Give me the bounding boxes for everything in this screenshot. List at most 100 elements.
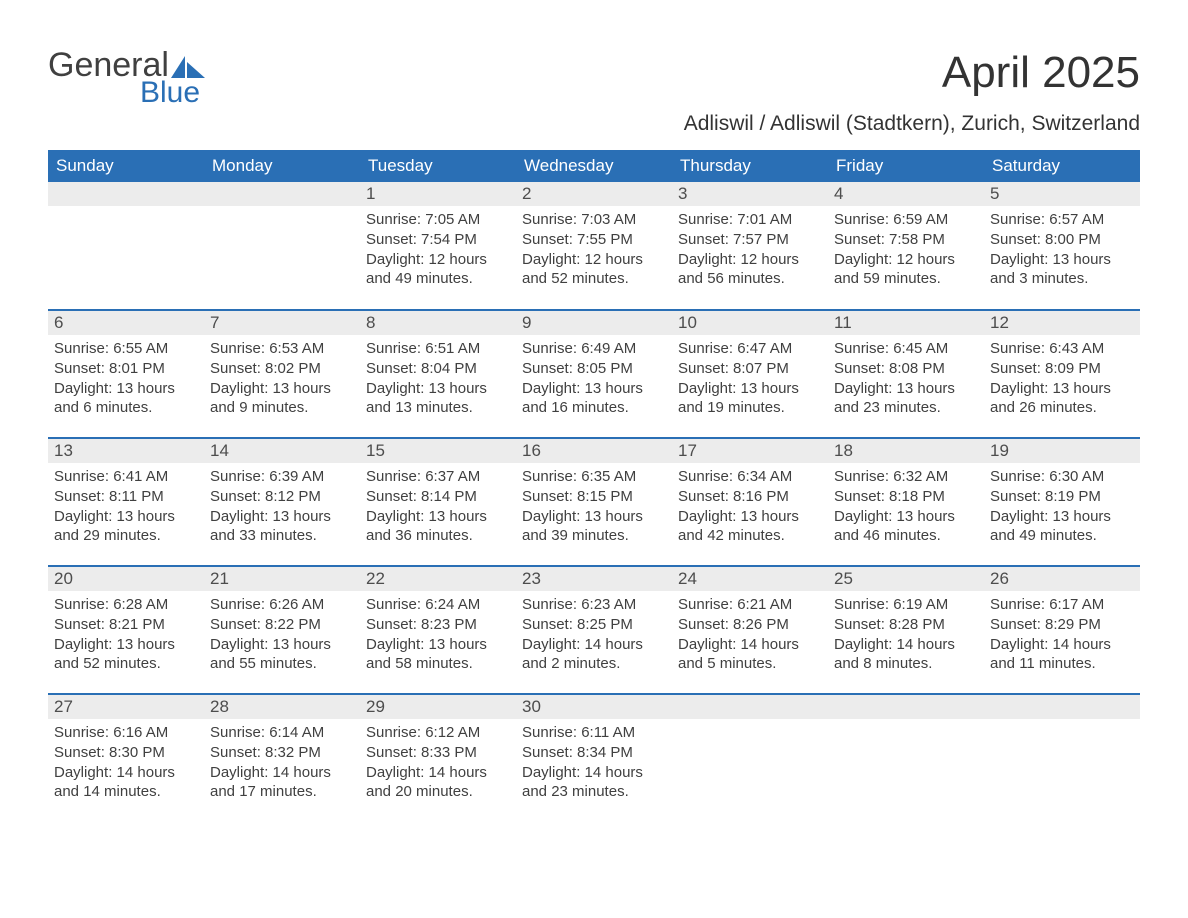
calendar-day-cell: 2Sunrise: 7:03 AMSunset: 7:55 PMDaylight… — [516, 182, 672, 310]
day-body: Sunrise: 7:01 AMSunset: 7:57 PMDaylight:… — [672, 206, 828, 297]
day-detail-line: Sunrise: 6:30 AM — [990, 467, 1134, 487]
day-detail-line: Sunrise: 6:51 AM — [366, 339, 510, 359]
day-number: 16 — [516, 439, 672, 463]
brand-logo: General Blue — [48, 48, 205, 108]
calendar-week: 20Sunrise: 6:28 AMSunset: 8:21 PMDayligh… — [48, 566, 1140, 694]
day-body: Sunrise: 6:57 AMSunset: 8:00 PMDaylight:… — [984, 206, 1140, 297]
day-detail-line: and 56 minutes. — [678, 269, 822, 289]
day-detail-line: Daylight: 13 hours — [210, 379, 354, 399]
title-block: April 2025 Adliswil / Adliswil (Stadtker… — [684, 48, 1140, 136]
day-number: 6 — [48, 311, 204, 335]
day-detail-line: Daylight: 13 hours — [834, 507, 978, 527]
day-detail-line: Daylight: 13 hours — [834, 379, 978, 399]
day-body: Sunrise: 7:03 AMSunset: 7:55 PMDaylight:… — [516, 206, 672, 297]
day-detail-line: and 5 minutes. — [678, 654, 822, 674]
calendar-header: SundayMondayTuesdayWednesdayThursdayFrid… — [48, 150, 1140, 182]
day-number: 13 — [48, 439, 204, 463]
day-detail-line: and 58 minutes. — [366, 654, 510, 674]
weekday-header: Wednesday — [516, 150, 672, 182]
day-number: 11 — [828, 311, 984, 335]
day-detail-line: Sunrise: 6:19 AM — [834, 595, 978, 615]
weekday-header: Sunday — [48, 150, 204, 182]
day-detail-line: Sunrise: 6:21 AM — [678, 595, 822, 615]
day-detail-line: and 16 minutes. — [522, 398, 666, 418]
day-detail-line: and 33 minutes. — [210, 526, 354, 546]
day-detail-line: Sunrise: 6:39 AM — [210, 467, 354, 487]
day-detail-line: Sunrise: 6:57 AM — [990, 210, 1134, 230]
day-detail-line: Sunset: 8:22 PM — [210, 615, 354, 635]
day-body — [672, 719, 828, 731]
day-detail-line: Sunrise: 6:32 AM — [834, 467, 978, 487]
calendar-day-cell: 9Sunrise: 6:49 AMSunset: 8:05 PMDaylight… — [516, 310, 672, 438]
day-number: 4 — [828, 182, 984, 206]
day-body: Sunrise: 6:24 AMSunset: 8:23 PMDaylight:… — [360, 591, 516, 682]
day-detail-line: Sunset: 8:12 PM — [210, 487, 354, 507]
day-body: Sunrise: 6:28 AMSunset: 8:21 PMDaylight:… — [48, 591, 204, 682]
day-number: 22 — [360, 567, 516, 591]
day-detail-line: Sunset: 8:30 PM — [54, 743, 198, 763]
day-detail-line: Sunrise: 6:23 AM — [522, 595, 666, 615]
day-detail-line: Daylight: 12 hours — [522, 250, 666, 270]
day-body: Sunrise: 6:49 AMSunset: 8:05 PMDaylight:… — [516, 335, 672, 426]
calendar-day-cell: 17Sunrise: 6:34 AMSunset: 8:16 PMDayligh… — [672, 438, 828, 566]
day-detail-line: Sunset: 8:11 PM — [54, 487, 198, 507]
day-detail-line: and 26 minutes. — [990, 398, 1134, 418]
day-detail-line: Sunset: 8:16 PM — [678, 487, 822, 507]
day-detail-line: Sunset: 8:09 PM — [990, 359, 1134, 379]
brand-word-blue: Blue — [140, 78, 205, 108]
day-body: Sunrise: 6:11 AMSunset: 8:34 PMDaylight:… — [516, 719, 672, 810]
day-detail-line: and 59 minutes. — [834, 269, 978, 289]
day-number — [672, 695, 828, 719]
calendar-week: 1Sunrise: 7:05 AMSunset: 7:54 PMDaylight… — [48, 182, 1140, 310]
day-detail-line: and 19 minutes. — [678, 398, 822, 418]
day-detail-line: Sunset: 8:14 PM — [366, 487, 510, 507]
month-title: April 2025 — [684, 48, 1140, 98]
day-body — [204, 206, 360, 218]
day-body — [48, 206, 204, 218]
day-detail-line: Sunrise: 6:37 AM — [366, 467, 510, 487]
calendar-day-cell: 10Sunrise: 6:47 AMSunset: 8:07 PMDayligh… — [672, 310, 828, 438]
day-detail-line: Daylight: 13 hours — [990, 507, 1134, 527]
day-detail-line: and 23 minutes. — [522, 782, 666, 802]
day-body: Sunrise: 6:35 AMSunset: 8:15 PMDaylight:… — [516, 463, 672, 554]
day-detail-line: Sunrise: 6:12 AM — [366, 723, 510, 743]
calendar-day-cell — [48, 182, 204, 310]
day-number: 7 — [204, 311, 360, 335]
day-detail-line: Sunrise: 6:34 AM — [678, 467, 822, 487]
day-detail-line: and 6 minutes. — [54, 398, 198, 418]
day-number: 9 — [516, 311, 672, 335]
calendar-day-cell: 26Sunrise: 6:17 AMSunset: 8:29 PMDayligh… — [984, 566, 1140, 694]
day-detail-line: Daylight: 14 hours — [54, 763, 198, 783]
day-number: 29 — [360, 695, 516, 719]
day-detail-line: Sunset: 7:55 PM — [522, 230, 666, 250]
day-detail-line: and 39 minutes. — [522, 526, 666, 546]
day-detail-line: Daylight: 13 hours — [54, 379, 198, 399]
day-body: Sunrise: 6:51 AMSunset: 8:04 PMDaylight:… — [360, 335, 516, 426]
day-number: 25 — [828, 567, 984, 591]
day-body — [984, 719, 1140, 731]
calendar-body: 1Sunrise: 7:05 AMSunset: 7:54 PMDaylight… — [48, 182, 1140, 822]
day-body: Sunrise: 6:41 AMSunset: 8:11 PMDaylight:… — [48, 463, 204, 554]
day-detail-line: Sunrise: 6:11 AM — [522, 723, 666, 743]
day-detail-line: Sunrise: 6:49 AM — [522, 339, 666, 359]
day-body: Sunrise: 7:05 AMSunset: 7:54 PMDaylight:… — [360, 206, 516, 297]
calendar-day-cell: 5Sunrise: 6:57 AMSunset: 8:00 PMDaylight… — [984, 182, 1140, 310]
day-detail-line: Sunset: 8:21 PM — [54, 615, 198, 635]
calendar-day-cell: 12Sunrise: 6:43 AMSunset: 8:09 PMDayligh… — [984, 310, 1140, 438]
day-detail-line: Daylight: 13 hours — [366, 507, 510, 527]
calendar-day-cell — [984, 694, 1140, 822]
day-detail-line: Sunset: 8:23 PM — [366, 615, 510, 635]
day-number: 2 — [516, 182, 672, 206]
weekday-header: Tuesday — [360, 150, 516, 182]
day-detail-line: and 3 minutes. — [990, 269, 1134, 289]
day-detail-line: and 9 minutes. — [210, 398, 354, 418]
weekday-header: Monday — [204, 150, 360, 182]
day-number: 21 — [204, 567, 360, 591]
day-number: 14 — [204, 439, 360, 463]
calendar-week: 27Sunrise: 6:16 AMSunset: 8:30 PMDayligh… — [48, 694, 1140, 822]
day-number: 10 — [672, 311, 828, 335]
day-number — [984, 695, 1140, 719]
day-detail-line: Sunset: 7:58 PM — [834, 230, 978, 250]
day-detail-line: Daylight: 13 hours — [990, 379, 1134, 399]
day-body: Sunrise: 6:34 AMSunset: 8:16 PMDaylight:… — [672, 463, 828, 554]
